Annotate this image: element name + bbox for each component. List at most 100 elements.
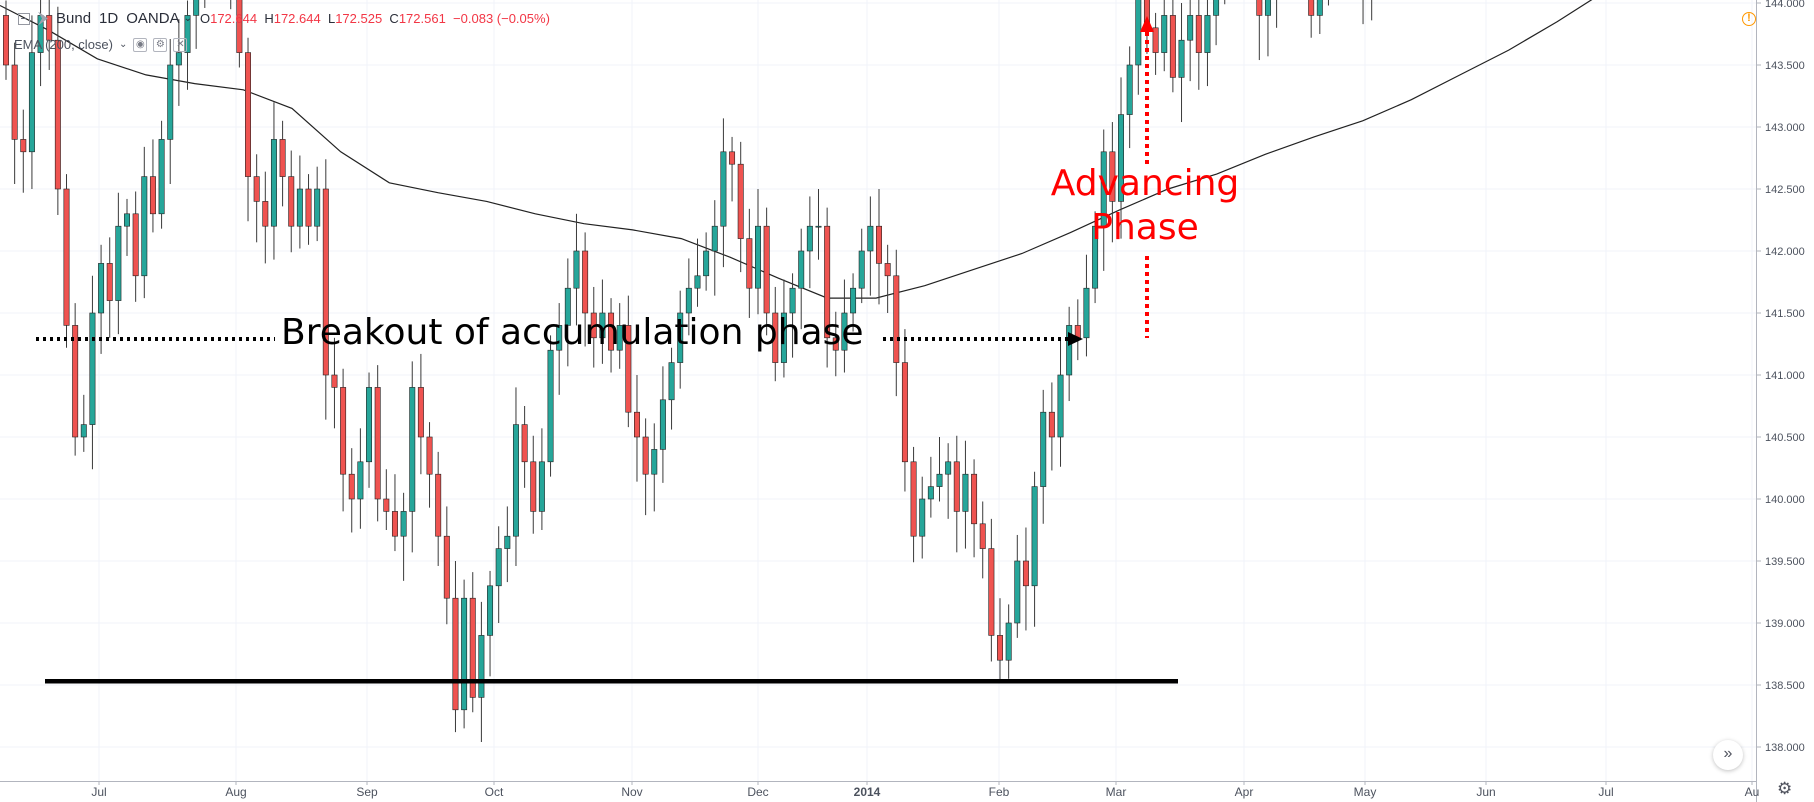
candle-body bbox=[366, 387, 373, 463]
candle bbox=[538, 428, 545, 530]
scroll-to-realtime-icon[interactable]: » bbox=[1713, 740, 1743, 770]
candle bbox=[521, 406, 528, 488]
candle-body bbox=[400, 511, 407, 537]
candle-body bbox=[63, 188, 70, 326]
candle bbox=[850, 273, 857, 332]
candle-body bbox=[305, 188, 312, 227]
candle bbox=[936, 437, 943, 502]
candle bbox=[711, 200, 718, 296]
close-icon[interactable]: ✕ bbox=[173, 37, 188, 52]
y-tick-label: 141.000 bbox=[1765, 370, 1805, 382]
candle-body bbox=[115, 225, 122, 301]
candle bbox=[452, 561, 459, 733]
candle bbox=[962, 440, 969, 549]
candle-body bbox=[1187, 15, 1194, 41]
candle bbox=[1040, 389, 1047, 524]
candle-body bbox=[685, 287, 692, 314]
symbol-name[interactable]: Bund bbox=[56, 10, 92, 27]
candle bbox=[1057, 337, 1064, 467]
candle-body bbox=[832, 337, 839, 351]
candle-body bbox=[1135, 0, 1142, 66]
candle-body bbox=[1014, 560, 1021, 624]
candle-body bbox=[1057, 374, 1064, 438]
candle-body bbox=[988, 548, 995, 636]
candle-body bbox=[729, 151, 736, 165]
candle bbox=[927, 456, 934, 518]
candle-body bbox=[72, 325, 79, 438]
candle-body bbox=[884, 263, 891, 277]
candle-body bbox=[858, 250, 865, 289]
candle-body bbox=[158, 139, 165, 215]
key-levels bbox=[45, 679, 1178, 684]
candle-body bbox=[979, 523, 986, 549]
y-tick-label: 140.500 bbox=[1765, 432, 1805, 444]
candle bbox=[322, 159, 329, 420]
candle-body bbox=[703, 250, 710, 277]
candle bbox=[288, 150, 295, 253]
candle-body bbox=[80, 424, 87, 438]
chevron-down-icon[interactable]: ⌄ bbox=[183, 13, 192, 24]
candle bbox=[651, 423, 658, 512]
flag-icon[interactable] bbox=[38, 11, 48, 26]
candle bbox=[305, 174, 312, 245]
y-tick-label: 138.000 bbox=[1765, 742, 1805, 754]
candle-body bbox=[573, 250, 580, 289]
collapse-icon[interactable] bbox=[18, 12, 30, 25]
candle-body bbox=[634, 411, 640, 438]
candle bbox=[279, 120, 286, 207]
candle-body bbox=[20, 139, 27, 153]
candle bbox=[824, 207, 831, 368]
candle bbox=[72, 303, 79, 456]
candle bbox=[340, 368, 347, 512]
y-tick-label: 142.000 bbox=[1765, 246, 1805, 258]
candle-body bbox=[737, 163, 744, 239]
candle-body bbox=[1066, 325, 1073, 376]
y-tick-label: 142.500 bbox=[1765, 184, 1805, 196]
chevron-down-icon[interactable]: ⌄ bbox=[119, 39, 128, 50]
candle-body bbox=[11, 64, 18, 140]
candle bbox=[331, 337, 338, 429]
candle-body bbox=[841, 312, 848, 351]
indicator-label[interactable]: EMA (200, close) bbox=[14, 37, 113, 52]
candle bbox=[582, 232, 589, 347]
candle bbox=[988, 518, 995, 662]
candle bbox=[789, 273, 796, 358]
eye-icon[interactable]: ◉ bbox=[133, 37, 148, 52]
candle-body bbox=[772, 312, 779, 363]
warning-icon[interactable]: ! bbox=[1742, 12, 1756, 26]
x-tick-label: Apr bbox=[1235, 785, 1254, 799]
candle-body bbox=[1083, 287, 1090, 339]
candle bbox=[910, 446, 917, 563]
candle-body bbox=[383, 498, 390, 512]
candle-body bbox=[927, 486, 934, 500]
candle-body bbox=[1152, 27, 1159, 53]
settings-icon[interactable]: ⚙ bbox=[153, 37, 168, 52]
candle bbox=[1152, 12, 1159, 75]
candle-body bbox=[193, 0, 200, 16]
candle-body bbox=[919, 498, 926, 537]
candle-body bbox=[1048, 411, 1055, 438]
candle-body bbox=[962, 473, 969, 512]
candle bbox=[599, 279, 606, 364]
x-tick-label: 2014 bbox=[854, 785, 881, 799]
candle bbox=[876, 189, 882, 305]
candle bbox=[89, 275, 96, 470]
candle bbox=[504, 506, 511, 583]
candle-body bbox=[167, 64, 174, 140]
candle bbox=[236, 0, 243, 68]
candle bbox=[919, 476, 926, 559]
candle-body bbox=[720, 151, 727, 227]
candle bbox=[1083, 254, 1090, 357]
gear-icon[interactable]: ⚙ bbox=[1777, 779, 1793, 798]
candle bbox=[893, 249, 900, 397]
exchange[interactable]: OANDA bbox=[126, 10, 180, 27]
candle-body bbox=[850, 287, 857, 314]
candle bbox=[124, 198, 130, 256]
candle bbox=[262, 171, 269, 264]
candle bbox=[357, 428, 364, 529]
candle bbox=[590, 286, 597, 368]
candle-body bbox=[789, 287, 796, 314]
x-tick-label: Jun bbox=[1476, 785, 1495, 799]
interval[interactable]: 1D bbox=[99, 10, 119, 27]
